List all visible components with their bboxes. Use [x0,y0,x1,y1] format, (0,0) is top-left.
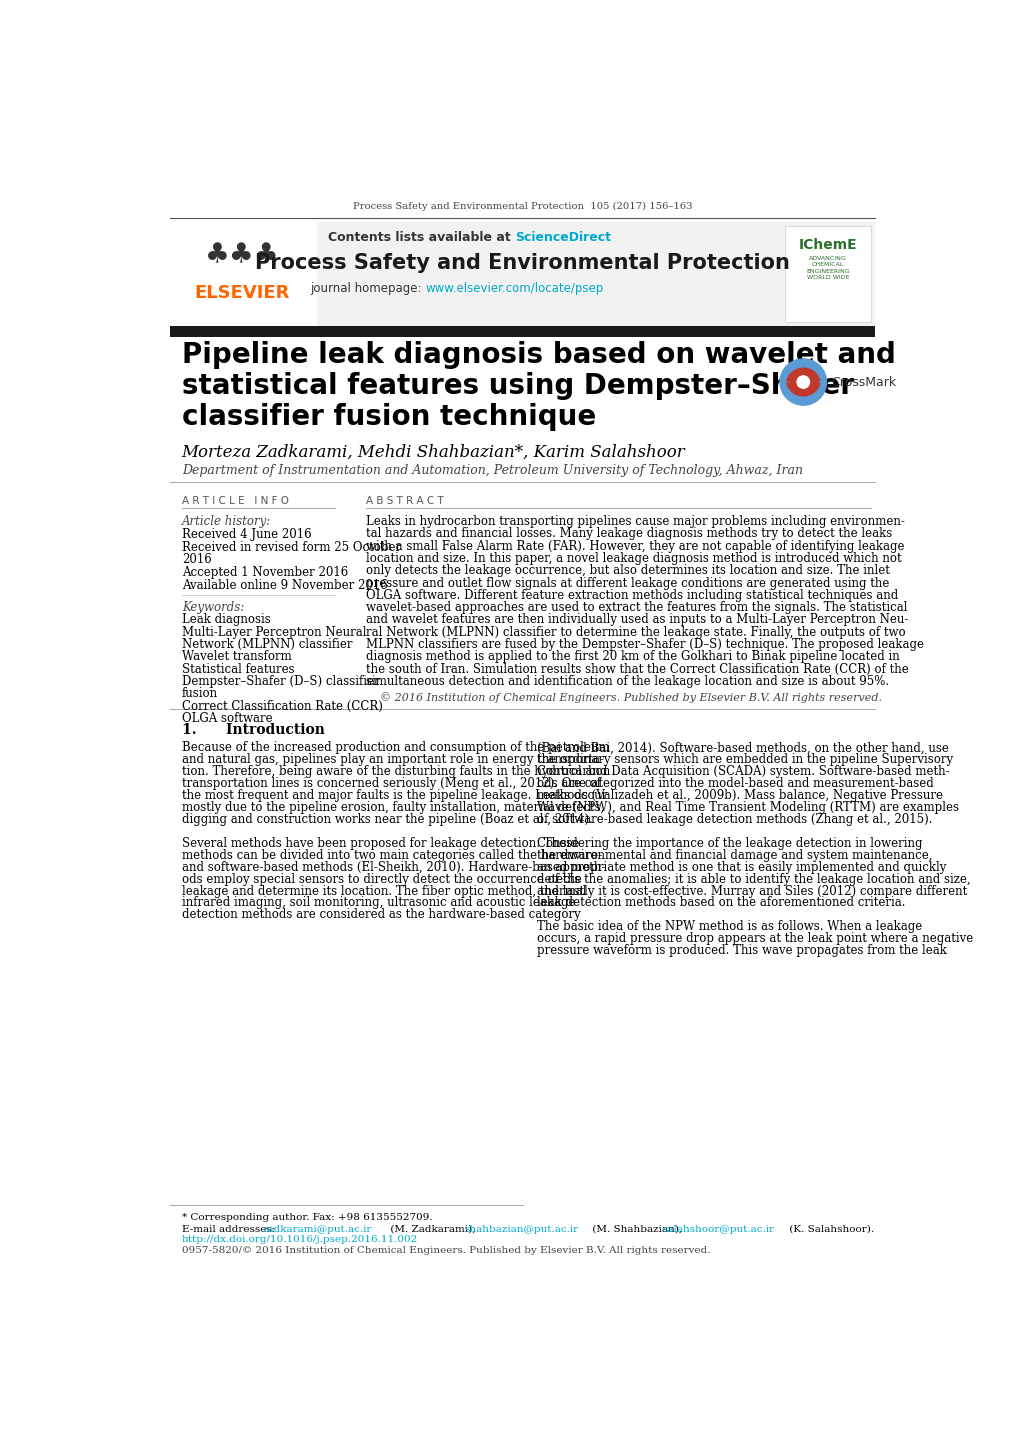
Text: Received in revised form 25 October: Received in revised form 25 October [181,541,400,554]
Text: http://dx.doi.org/10.1016/j.psep.2016.11.002: http://dx.doi.org/10.1016/j.psep.2016.11… [181,1236,418,1244]
Text: Keywords:: Keywords: [181,601,244,614]
Text: Wave (NPW), and Real Time Transient Modeling (RTTM) are examples: Wave (NPW), and Real Time Transient Mode… [536,800,958,813]
Text: Pipeline leak diagnosis based on wavelet and: Pipeline leak diagnosis based on wavelet… [181,341,895,369]
Text: Leak diagnosis: Leak diagnosis [181,613,270,626]
Text: pressure and outlet flow signals at different leakage conditions are generated u: pressure and outlet flow signals at diff… [366,577,889,590]
Text: digging and construction works near the pipeline (Boaz et al., 2014).: digging and construction works near the … [181,813,592,826]
Text: fusion: fusion [181,687,218,700]
Text: journal homepage:: journal homepage: [311,282,426,295]
Text: infrared imaging, soil monitoring, ultrasonic and acoustic leakage: infrared imaging, soil monitoring, ultra… [181,896,575,909]
Text: Multi-Layer Perceptron Neural: Multi-Layer Perceptron Neural [181,626,366,639]
Text: Because of the increased production and consumption of the petroleum: Because of the increased production and … [181,742,608,755]
Text: 0957-5820/© 2016 Institution of Chemical Engineers. Published by Elsevier B.V. A: 0957-5820/© 2016 Institution of Chemical… [181,1246,709,1254]
Text: zadkarami@put.ac.ir: zadkarami@put.ac.ir [263,1224,372,1233]
Text: shahbazian@put.ac.ir: shahbazian@put.ac.ir [465,1224,578,1233]
Text: salahshoor@put.ac.ir: salahshoor@put.ac.ir [661,1224,773,1233]
Text: Contents lists available at: Contents lists available at [327,231,515,243]
Text: tal hazards and financial losses. Many leakage diagnosis methods try to detect t: tal hazards and financial losses. Many l… [366,527,892,540]
Text: ScienceDirect: ScienceDirect [515,231,610,243]
Text: occurs, a rapid pressure drop appears at the leak point where a negative: occurs, a rapid pressure drop appears at… [536,932,972,945]
Text: Leaks in hydrocarbon transporting pipelines cause major problems including envir: Leaks in hydrocarbon transporting pipeli… [366,516,904,528]
Text: Correct Classification Rate (CCR): Correct Classification Rate (CCR) [181,700,382,713]
Text: Department of Instrumentation and Automation, Petroleum University of Technology: Department of Instrumentation and Automa… [181,464,802,477]
Text: ♣♣♣: ♣♣♣ [205,241,279,269]
Text: (M. Zadkarami),: (M. Zadkarami), [387,1224,478,1233]
Text: Wavelet transform: Wavelet transform [181,650,291,663]
Text: Statistical features: Statistical features [181,663,294,676]
Text: and software-based methods (El-Sheikh, 2010). Hardware-based meth-: and software-based methods (El-Sheikh, 2… [181,861,604,874]
Circle shape [796,375,809,388]
Text: MLPNN classifiers are fused by the Dempster–Shafer (D–S) technique. The proposed: MLPNN classifiers are fused by the Demps… [366,639,923,652]
Text: OLGA software. Different feature extraction methods including statistical techni: OLGA software. Different feature extract… [366,589,898,601]
Text: only detects the leakage occurrence, but also determines its location and size. : only detects the leakage occurrence, but… [366,564,890,577]
Text: A R T I C L E   I N F O: A R T I C L E I N F O [181,497,288,507]
Text: statistical features using Dempster–Shafer: statistical features using Dempster–Shaf… [181,372,853,400]
Text: detects the anomalies; it is able to identify the leakage location and size,: detects the anomalies; it is able to ide… [536,872,969,885]
Text: (Bai and Bai, 2014). Software-based methods, on the other hand, use: (Bai and Bai, 2014). Software-based meth… [536,742,948,755]
Text: transportation lines is concerned seriously (Meng et al., 2012). One of: transportation lines is concerned seriou… [181,778,600,790]
Text: pressure waveform is produced. This wave propagates from the leak: pressure waveform is produced. This wave… [536,944,946,957]
Text: OLGA software: OLGA software [181,712,272,725]
Wedge shape [786,368,819,385]
Bar [170,222,317,326]
Text: location and size. In this paper, a novel leakage diagnosis method is introduced: location and size. In this paper, a nove… [366,551,901,564]
Text: 2016: 2016 [181,553,211,567]
Text: the ordinary sensors which are embedded in the pipeline Supervisory: the ordinary sensors which are embedded … [536,753,952,766]
Text: Considering the importance of the leakage detection in lowering: Considering the importance of the leakag… [536,836,921,849]
Text: of software-based leakage detection methods (Zhang et al., 2015).: of software-based leakage detection meth… [536,813,931,826]
Text: (K. Salahshoor).: (K. Salahshoor). [786,1224,873,1233]
Text: 1.      Introduction: 1. Introduction [181,723,324,737]
Text: an appropriate method is one that is easily implemented and quickly: an appropriate method is one that is eas… [536,861,946,874]
Wedge shape [786,379,819,395]
Text: Process Safety and Environmental Protection: Process Safety and Environmental Protect… [255,252,790,272]
Text: and wavelet features are then individually used as inputs to a Multi-Layer Perce: and wavelet features are then individual… [366,613,908,626]
Text: classifier fusion technique: classifier fusion technique [181,402,595,431]
Text: leak detection methods based on the aforementioned criteria.: leak detection methods based on the afor… [536,896,904,909]
Text: and lastly it is cost-effective. Murray and Siles (2012) compare different: and lastly it is cost-effective. Murray … [536,885,966,898]
Text: ods employ special sensors to directly detect the occurrence of the: ods employ special sensors to directly d… [181,872,581,885]
Text: ELSEVIER: ELSEVIER [195,285,289,302]
Bar [170,222,874,326]
Text: methods can be divided into two main categories called the hardware-: methods can be divided into two main cat… [181,849,601,862]
Text: Morteza Zadkarami, Mehdi Shahbazian*, Karim Salahshoor: Morteza Zadkarami, Mehdi Shahbazian*, Ka… [181,444,685,461]
Text: www.elsevier.com/locate/psep: www.elsevier.com/locate/psep [426,282,603,295]
Text: * Corresponding author. Fax: +98 6135552709.: * Corresponding author. Fax: +98 6135552… [181,1213,432,1221]
Text: Dempster–Shafer (D–S) classifier: Dempster–Shafer (D–S) classifier [181,674,379,689]
Text: E-mail addresses:: E-mail addresses: [181,1224,278,1233]
Text: The basic idea of the NPW method is as follows. When a leakage: The basic idea of the NPW method is as f… [536,921,921,934]
Text: the most frequent and major faults is the pipeline leakage. Leaks occur: the most frequent and major faults is th… [181,789,606,802]
Text: wavelet-based approaches are used to extract the features from the signals. The : wavelet-based approaches are used to ext… [366,601,907,614]
Text: the south of Iran. Simulation results show that the Correct Classification Rate : the south of Iran. Simulation results sh… [366,663,908,676]
Text: CrossMark: CrossMark [830,375,896,388]
Bar [170,326,874,338]
Text: Several methods have been proposed for leakage detection. These: Several methods have been proposed for l… [181,836,579,849]
Text: © 2016 Institution of Chemical Engineers. Published by Elsevier B.V. All rights : © 2016 Institution of Chemical Engineers… [380,692,881,703]
Text: ods are categorized into the model-based and measurement-based: ods are categorized into the model-based… [536,778,932,790]
Text: the environmental and financial damage and system maintenance,: the environmental and financial damage a… [536,849,931,862]
Text: Received 4 June 2016: Received 4 June 2016 [181,528,311,541]
Text: (M. Shahbazian),: (M. Shahbazian), [588,1224,685,1233]
Text: mostly due to the pipeline erosion, faulty installation, material defects,: mostly due to the pipeline erosion, faul… [181,800,603,813]
Text: and natural gas, pipelines play an important role in energy transporta-: and natural gas, pipelines play an impor… [181,753,603,766]
Circle shape [780,359,825,405]
Text: simultaneous detection and identification of the leakage location and size is ab: simultaneous detection and identificatio… [366,674,889,689]
Text: detection methods are considered as the hardware-based category: detection methods are considered as the … [181,908,580,921]
Text: Control and Data Acquisition (SCADA) system. Software-based meth-: Control and Data Acquisition (SCADA) sys… [536,765,949,778]
Bar [784,226,870,322]
Text: IChemE: IChemE [798,238,857,252]
Text: ADVANCING
CHEMICAL
ENGINEERING
WORLD WIDE: ADVANCING CHEMICAL ENGINEERING WORLD WID… [805,256,849,281]
Text: with a small False Alarm Rate (FAR). However, they are not capable of identifyin: with a small False Alarm Rate (FAR). How… [366,540,904,553]
Text: A B S T R A C T: A B S T R A C T [366,497,443,507]
Text: ral Network (MLPNN) classifier to determine the leakage state. Finally, the outp: ral Network (MLPNN) classifier to determ… [366,626,905,639]
Text: Accepted 1 November 2016: Accepted 1 November 2016 [181,566,347,579]
Text: Available online 9 November 2016: Available online 9 November 2016 [181,579,387,591]
Text: methods (Valizadeh et al., 2009b). Mass balance, Negative Pressure: methods (Valizadeh et al., 2009b). Mass … [536,789,942,802]
Text: diagnosis method is applied to the first 20 km of the Golkhari to Binak pipeline: diagnosis method is applied to the first… [366,650,899,663]
Text: leakage and determine its location. The fiber optic method, thermal: leakage and determine its location. The … [181,885,586,898]
Text: Article history:: Article history: [181,516,271,528]
Text: tion. Therefore, being aware of the disturbing faults in the hydrocarbon: tion. Therefore, being aware of the dist… [181,765,609,778]
Text: Network (MLPNN) classifier: Network (MLPNN) classifier [181,639,352,652]
Text: Process Safety and Environmental Protection  105 (2017) 156–163: Process Safety and Environmental Protect… [353,202,692,211]
